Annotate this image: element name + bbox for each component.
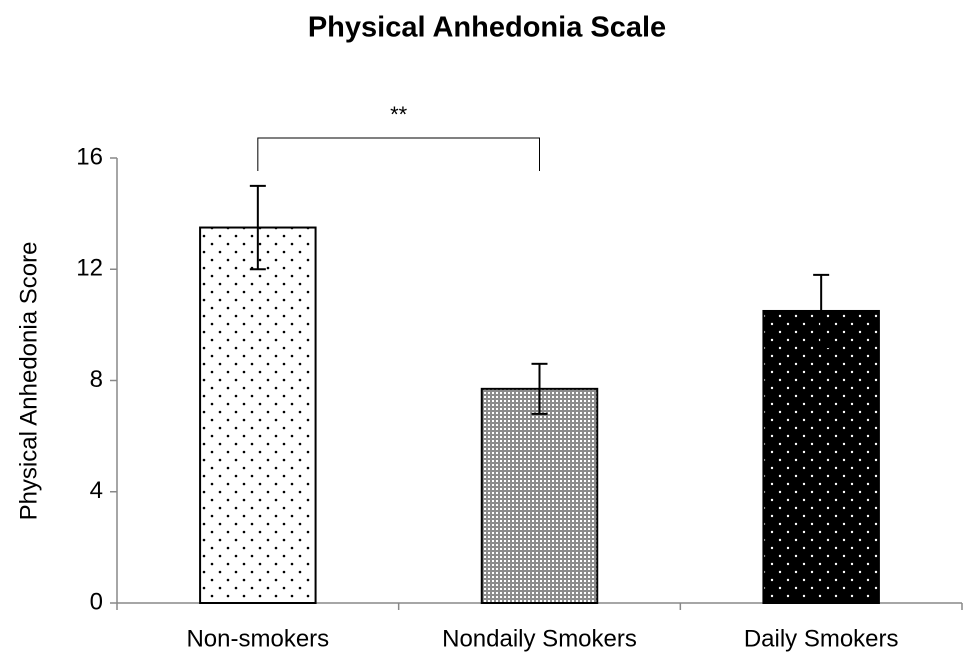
chart-title: Physical Anhedonia Scale: [308, 12, 666, 44]
y-tick-label: 16: [76, 143, 103, 170]
y-tick-label: 4: [90, 477, 103, 504]
significance-bracket: [257, 137, 540, 171]
significance-label: **: [390, 102, 408, 127]
x-tick-label: Non-smokers: [186, 625, 329, 652]
bar-pattern: [201, 228, 315, 602]
y-axis-label: Physical Anhedonia Score: [15, 242, 42, 521]
bar-pattern: [764, 311, 878, 602]
x-tick-label: Daily Smokers: [744, 625, 899, 652]
x-tick-label: Nondaily Smokers: [442, 625, 637, 652]
y-tick-label: 0: [90, 588, 103, 615]
y-tick-label: 12: [76, 255, 103, 282]
y-tick-label: 8: [90, 366, 103, 393]
bar-pattern: [482, 389, 597, 602]
